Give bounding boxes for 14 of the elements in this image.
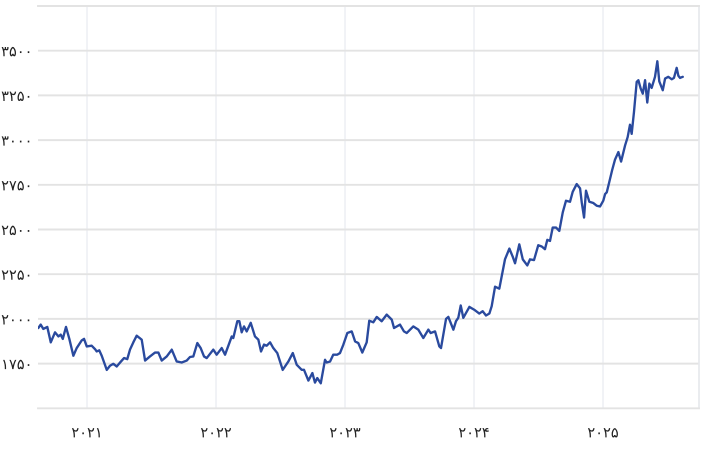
x-tick-label: ۲۰۲۳	[330, 428, 360, 438]
y-tick-label: ۲۲۵۰	[2, 270, 30, 280]
y-tick-label: ۱۷۵۰	[3, 360, 30, 370]
y-tick-label: ۳۲۵۰	[2, 92, 30, 102]
x-tick-label: ۲۰۲۲	[200, 428, 232, 438]
line-series	[38, 60, 684, 384]
y-tick-label: ۲۷۵۰	[2, 180, 30, 190]
y-tick-label: ۳۵۰۰	[2, 46, 30, 56]
y-tick-label: ۲۵۰۰	[2, 226, 30, 236]
x-tick-label: ۲۰۲۵	[588, 428, 618, 438]
x-tick-label: ۲۰۲۱	[72, 428, 100, 438]
x-tick-label: ۲۰۲۴	[458, 428, 489, 438]
y-tick-label: ۳۰۰۰	[2, 136, 30, 146]
y-tick-label: ۲۰۰۰	[2, 315, 30, 324]
